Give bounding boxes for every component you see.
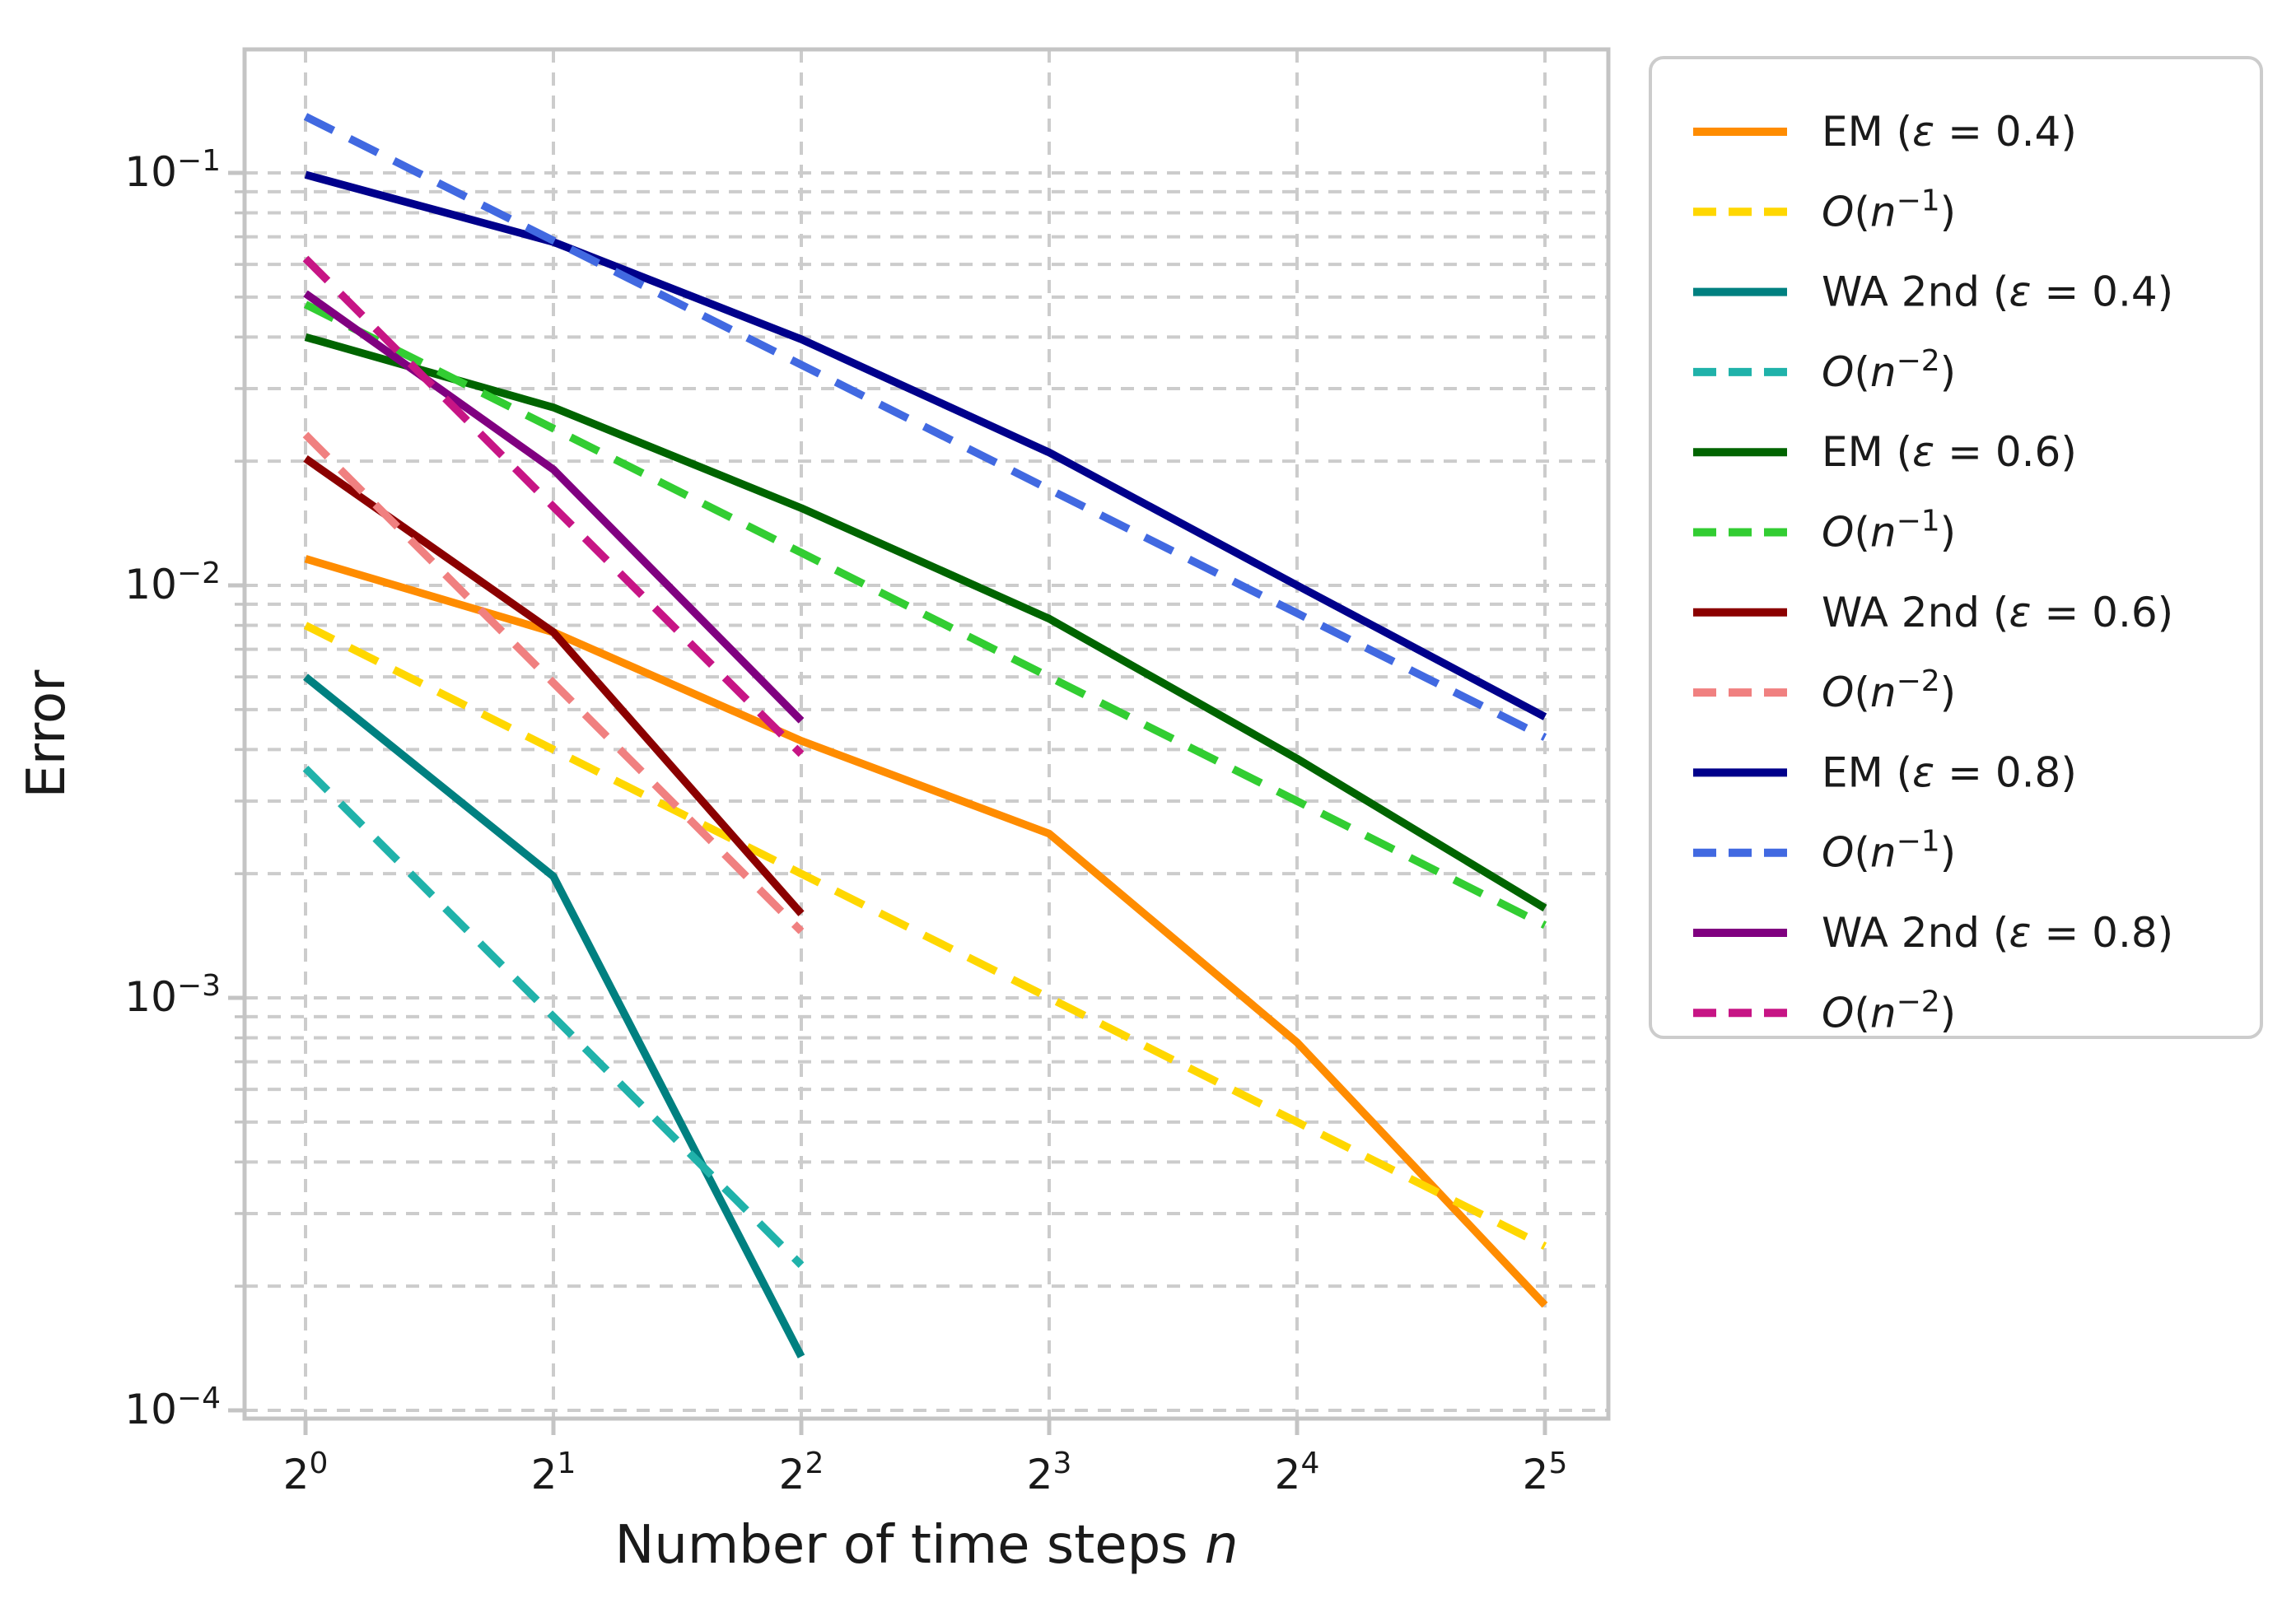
series-line-order-n-1-eps-0.8 bbox=[303, 113, 1547, 741]
y-tick-label-10−4: 10−4 bbox=[124, 1382, 221, 1433]
legend-label: WA 2nd (ε = 0.8) bbox=[1822, 909, 2173, 957]
series-line-em-eps-0.8 bbox=[304, 170, 1547, 720]
legend-entry-em-eps-0.4: EM (ε = 0.4) bbox=[1693, 108, 2077, 156]
legend-entry-wa2nd-eps-0.8: WA 2nd (ε = 0.8) bbox=[1693, 909, 2173, 957]
legend-entry-order-n-2-eps-0.6: O(n−2) bbox=[1693, 664, 1956, 716]
series-line-order-n-2-eps-0.4 bbox=[302, 765, 805, 1268]
series-line-order-n-1-eps-0.4 bbox=[303, 622, 1547, 1250]
legend-label: O(n−1) bbox=[1822, 505, 1956, 557]
legend-label: O(n−2) bbox=[1822, 985, 1956, 1037]
legend-box bbox=[1649, 56, 2263, 1039]
legend-label: O(n−1) bbox=[1822, 184, 1956, 235]
x-tick-label-24: 24 bbox=[1275, 1447, 1320, 1498]
legend-label: O(n−2) bbox=[1822, 664, 1956, 716]
legend-label: O(n−2) bbox=[1822, 344, 1956, 396]
legend-entry-em-eps-0.8: EM (ε = 0.8) bbox=[1693, 748, 2077, 796]
x-tick-label-21: 21 bbox=[531, 1447, 576, 1498]
legend-entry-wa2nd-eps-0.4: WA 2nd (ε = 0.4) bbox=[1693, 268, 2173, 316]
legend-label: EM (ε = 0.4) bbox=[1822, 108, 2077, 156]
y-axis-title: Error bbox=[16, 669, 77, 799]
y-tick-label-10−2: 10−2 bbox=[124, 557, 221, 608]
y-tick-label-10−1: 10−1 bbox=[124, 144, 221, 196]
x-tick-label-25: 25 bbox=[1523, 1447, 1568, 1498]
legend-entry-order-n-2-eps-0.4: O(n−2) bbox=[1693, 344, 1956, 396]
series-line-wa2nd-eps-0.4 bbox=[303, 673, 805, 1358]
series-line-wa2nd-eps-0.8 bbox=[303, 290, 805, 724]
gridlines bbox=[245, 49, 1608, 1419]
series-lines bbox=[302, 113, 1548, 1358]
y-tick-labels: 10−1 10−2 10−3 10−4 bbox=[124, 144, 221, 1433]
legend-label: WA 2nd (ε = 0.6) bbox=[1822, 589, 2173, 636]
series-line-em-eps-0.6 bbox=[304, 333, 1547, 912]
legend-entry-order-n-1-eps-0.8: O(n−1) bbox=[1693, 825, 1956, 877]
legend-entry-order-n-2-eps-0.8: O(n−2) bbox=[1693, 985, 1956, 1037]
tick-marks bbox=[228, 170, 1547, 1435]
legend: EM (ε = 0.4) O(n−1) WA 2nd (ε = 0.4) O(n−2)… bbox=[1649, 56, 2263, 1039]
legend-label: EM (ε = 0.8) bbox=[1822, 748, 2077, 796]
series-line-order-n-1-eps-0.6 bbox=[303, 301, 1547, 930]
x-tick-label-22: 22 bbox=[779, 1447, 824, 1498]
legend-label: O(n−1) bbox=[1822, 825, 1956, 877]
legend-label: EM (ε = 0.6) bbox=[1822, 428, 2077, 476]
series-line-order-n-2-eps-0.8 bbox=[302, 255, 805, 757]
x-axis-title: Number of time steps n bbox=[614, 1515, 1238, 1576]
series-line-em-eps-0.4 bbox=[304, 555, 1548, 1308]
legend-entry-order-n-1-eps-0.4: O(n−1) bbox=[1693, 184, 1956, 235]
legend-entry-wa2nd-eps-0.6: WA 2nd (ε = 0.6) bbox=[1693, 589, 2173, 636]
plot-border bbox=[242, 47, 1611, 1421]
legend-entry-em-eps-0.6: EM (ε = 0.6) bbox=[1693, 428, 2077, 476]
y-tick-label-10−3: 10−3 bbox=[124, 969, 221, 1021]
x-tick-labels: 20 21 22 23 24 25 bbox=[283, 1447, 1568, 1498]
series-line-order-n-2-eps-0.6 bbox=[302, 431, 805, 934]
x-tick-label-20: 20 bbox=[283, 1447, 329, 1498]
legend-label: WA 2nd (ε = 0.4) bbox=[1822, 268, 2173, 316]
x-tick-label-23: 23 bbox=[1027, 1447, 1072, 1498]
legend-entry-order-n-1-eps-0.6: O(n−1) bbox=[1693, 505, 1956, 557]
